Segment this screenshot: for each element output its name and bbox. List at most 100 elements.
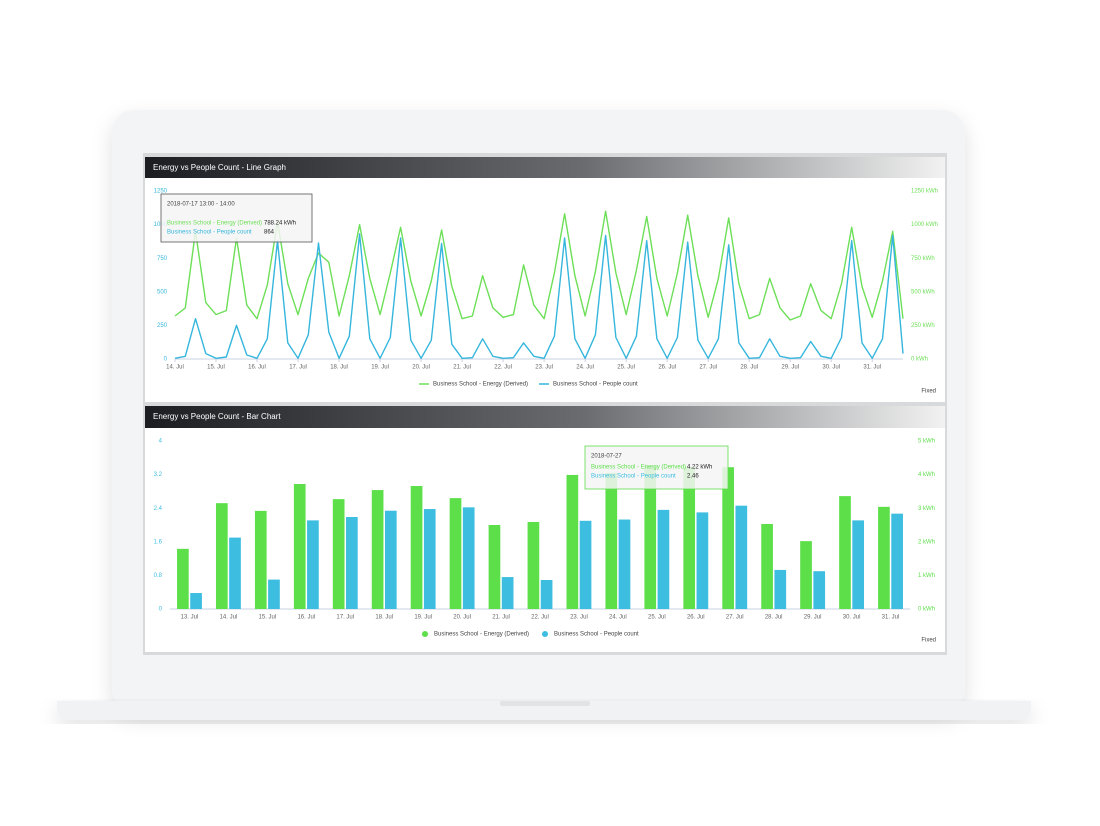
x-tick-label: 18. Jul [375,615,393,621]
x-tick-label: 25. Jul [648,615,666,621]
x-tick-label: 30. Jul [822,365,840,371]
tooltip-label: Business School - Energy (Derived) [591,465,686,471]
y-tick-label: 0 [159,607,163,613]
bar [579,520,592,609]
panel-header [145,157,945,178]
bar [761,523,773,609]
y2-tick-label: 5 kWh [918,439,935,445]
y-tick-label: 750 [157,256,168,262]
tooltip-value: 788.24 kWh [264,221,296,227]
bar [332,499,345,609]
x-tick-label: 13. Jul [181,615,199,621]
bar [346,517,358,609]
bar [774,569,787,609]
bar [644,465,657,609]
bar [683,466,696,609]
tooltip-label: Business School - People count [167,230,252,236]
x-tick-label: 17. Jul [289,365,307,371]
y2-tick-label: 1250 kWh [911,189,938,195]
x-tick-label: 17. Jul [336,615,354,621]
x-tick-label: 28. Jul [765,615,783,621]
x-tick-label: 28. Jul [740,365,758,371]
y2-tick-label: 500 kWh [911,289,935,295]
y-tick-label: 250 [157,323,168,329]
y2-tick-label: 2 kWh [918,539,935,545]
x-tick-label: 15. Jul [207,365,225,371]
y2-tick-label: 1000 kWh [911,222,938,228]
x-tick-label: 26. Jul [687,615,705,621]
y2-tick-label: 4 kWh [918,472,935,478]
y-tick-label: 2.4 [154,506,163,512]
data-line [174,210,904,321]
bar [501,577,514,609]
x-tick-label: 26. Jul [658,365,676,371]
bar [722,467,734,609]
legend-marker [422,631,428,637]
bar [839,496,851,609]
legend-marker [542,631,548,637]
x-tick-label: 23. Jul [570,615,588,621]
x-tick-label: 23. Jul [535,365,553,371]
x-tick-label: 14. Jul [220,615,238,621]
tooltip-value: 4.22 kWh [687,465,712,471]
bar [735,505,748,609]
bar [423,509,436,609]
tooltip-box [584,445,729,490]
bar [307,520,319,609]
y2-tick-label: 0 kWh [911,357,928,363]
x-tick-label: 21. Jul [492,615,510,621]
x-tick-label: 19. Jul [414,615,432,621]
bar [618,519,631,609]
data-line [174,233,904,359]
tooltip-value: 2.46 [687,474,699,480]
y-tick-label: 0.8 [154,573,163,579]
tooltip-value: 864 [264,230,275,236]
tooltip-title: 2018-07-27 [591,454,622,460]
bar [813,571,826,609]
footnote: Fixed [921,638,936,644]
x-tick-label: 30. Jul [843,615,861,621]
x-tick-label: 21. Jul [453,365,471,371]
y-tick-label: 500 [157,289,168,295]
x-tick-label: 29. Jul [781,365,799,371]
y-tick-label: 0 [164,357,168,363]
legend-label: Business School - Energy (Derived) [433,382,528,388]
tooltip-label: Business School - People count [591,474,676,480]
bar [229,537,241,609]
x-tick-label: 25. Jul [617,365,635,371]
x-tick-label: 27. Jul [699,365,717,371]
bar [215,503,228,609]
bar [566,474,579,609]
panel-title: Energy vs People Count - Line Graph [153,163,286,172]
y2-tick-label: 3 kWh [918,506,935,512]
x-tick-label: 14. Jul [166,365,184,371]
x-tick-label: 31. Jul [882,615,900,621]
bar [384,510,397,609]
x-tick-label: 20. Jul [412,365,430,371]
x-tick-label: 15. Jul [259,615,277,621]
bar [657,509,670,609]
y-tick-label: 1.6 [154,539,163,545]
y-tick-label: 1250 [154,189,168,195]
bar [371,490,384,609]
y-tick-label: 3.2 [154,472,163,478]
panel-title: Energy vs People Count - Bar Chart [153,412,281,421]
x-tick-label: 16. Jul [248,365,266,371]
bar [878,506,890,609]
bar [696,512,709,609]
bar [605,472,618,609]
bar [540,580,553,609]
y2-tick-label: 250 kWh [911,323,935,329]
laptop-base [57,701,1031,720]
bar [254,510,267,609]
bar [852,520,865,609]
footnote: Fixed [921,389,936,395]
x-tick-label: 24. Jul [576,365,594,371]
y-tick-label: 4 [159,439,163,445]
panel [145,406,945,652]
bar [800,541,812,609]
x-tick-label: 29. Jul [804,615,822,621]
panel-header [145,406,945,428]
